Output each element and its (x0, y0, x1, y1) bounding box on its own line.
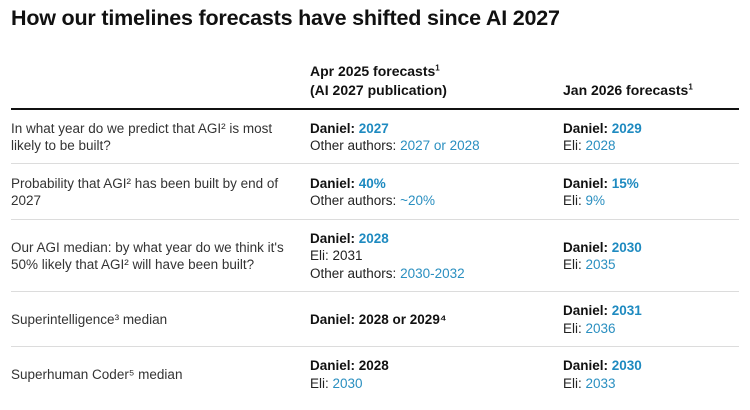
daniel-label: Daniel: (563, 303, 609, 318)
eli-value: 2035 (585, 257, 616, 272)
apr-cell: Daniel: 2028 Eli: 2030 (310, 347, 550, 402)
column-header-apr-2025: Apr 2025 forecasts1 (AI 2027 publication… (310, 62, 447, 100)
page-title: How our timelines forecasts have shifted… (11, 6, 560, 30)
row-divider (11, 163, 739, 164)
eli-label: Eli: (563, 138, 582, 153)
daniel-text: Daniel: 2028 (310, 358, 389, 373)
daniel-label: Daniel: (563, 120, 609, 136)
jan-cell: Daniel: 2029 Eli: 2028 (563, 110, 739, 164)
column-header-jan-2026: Jan 2026 forecasts1 (563, 81, 693, 100)
apr-cell: Daniel: 2028 or 2029⁴ (310, 292, 550, 347)
eli-label: Eli: (310, 375, 329, 391)
daniel-value: 2028 (358, 230, 389, 246)
column-header-jan-label: Jan 2026 forecasts (563, 82, 689, 98)
apr-cell: Daniel: 2028 Eli: 2031 Other authors: 20… (310, 220, 550, 292)
jan-cell: Daniel: 2031 Eli: 2036 (563, 292, 739, 347)
others-value: ~20% (400, 193, 435, 208)
daniel-label: Daniel: (310, 230, 356, 246)
daniel-label: Daniel: (310, 175, 356, 191)
others-label: Other authors: (310, 265, 397, 281)
apr-cell: Daniel: 40% Other authors: ~20% (310, 164, 550, 220)
row-divider (11, 291, 739, 292)
row-question: Our AGI median: by what year do we think… (11, 239, 284, 273)
row-question: In what year do we predict that AGI² is … (11, 120, 273, 154)
header-rule (11, 108, 739, 110)
daniel-value: 2029 (611, 120, 642, 136)
eli-value: 2028 (585, 138, 616, 153)
eli-text: Eli: 2031 (310, 248, 363, 264)
table-row: Superhuman Coder⁵ median Daniel: 2028 El… (11, 347, 739, 402)
table-row: Probability that AGI² has been built by … (11, 164, 739, 220)
others-value: 2027 or 2028 (400, 138, 480, 153)
eli-value: 2030 (332, 375, 363, 391)
row-question: Probability that AGI² has been built by … (11, 175, 279, 209)
column-header-apr-line2: (AI 2027 publication) (310, 82, 447, 98)
jan-cell: Daniel: 2030 Eli: 2033 (563, 347, 739, 402)
row-question: Superintelligence³ median (11, 311, 168, 327)
eli-label: Eli: (563, 193, 582, 208)
table-row: In what year do we predict that AGI² is … (11, 110, 739, 164)
daniel-value: 2027 (358, 120, 389, 136)
row-divider (11, 219, 739, 220)
eli-value: 2033 (585, 375, 616, 391)
daniel-value: 2030 (611, 239, 642, 255)
eli-label: Eli: (563, 375, 582, 391)
table-row: Superintelligence³ median Daniel: 2028 o… (11, 292, 739, 347)
eli-value: 2036 (585, 320, 616, 336)
daniel-value: 2031 (611, 303, 642, 318)
jan-cell: Daniel: 2030 Eli: 2035 (563, 220, 739, 292)
others-label: Other authors: (310, 193, 397, 208)
daniel-label: Daniel: (563, 239, 609, 255)
others-value: 2030-2032 (400, 265, 465, 281)
daniel-label: Daniel: (563, 358, 609, 373)
column-header-apr-line1: Apr 2025 forecasts (310, 63, 436, 79)
eli-label: Eli: (563, 257, 582, 272)
footnote-marker: 1 (435, 63, 440, 73)
daniel-label: Daniel: (563, 175, 609, 191)
eli-label: Eli: (563, 320, 582, 336)
daniel-label: Daniel: (310, 120, 356, 136)
footnote-marker: 1 (688, 82, 693, 92)
row-divider (11, 346, 739, 347)
daniel-value: 40% (358, 175, 386, 191)
daniel-text: Daniel: 2028 or 2029⁴ (310, 311, 447, 327)
table-row: Our AGI median: by what year do we think… (11, 220, 739, 292)
daniel-value: 2030 (611, 358, 642, 373)
others-label: Other authors: (310, 138, 397, 153)
daniel-value: 15% (611, 175, 639, 191)
jan-cell: Daniel: 15% Eli: 9% (563, 164, 739, 220)
eli-value: 9% (585, 193, 606, 208)
row-question: Superhuman Coder⁵ median (11, 366, 183, 382)
apr-cell: Daniel: 2027 Other authors: 2027 or 2028 (310, 110, 550, 164)
